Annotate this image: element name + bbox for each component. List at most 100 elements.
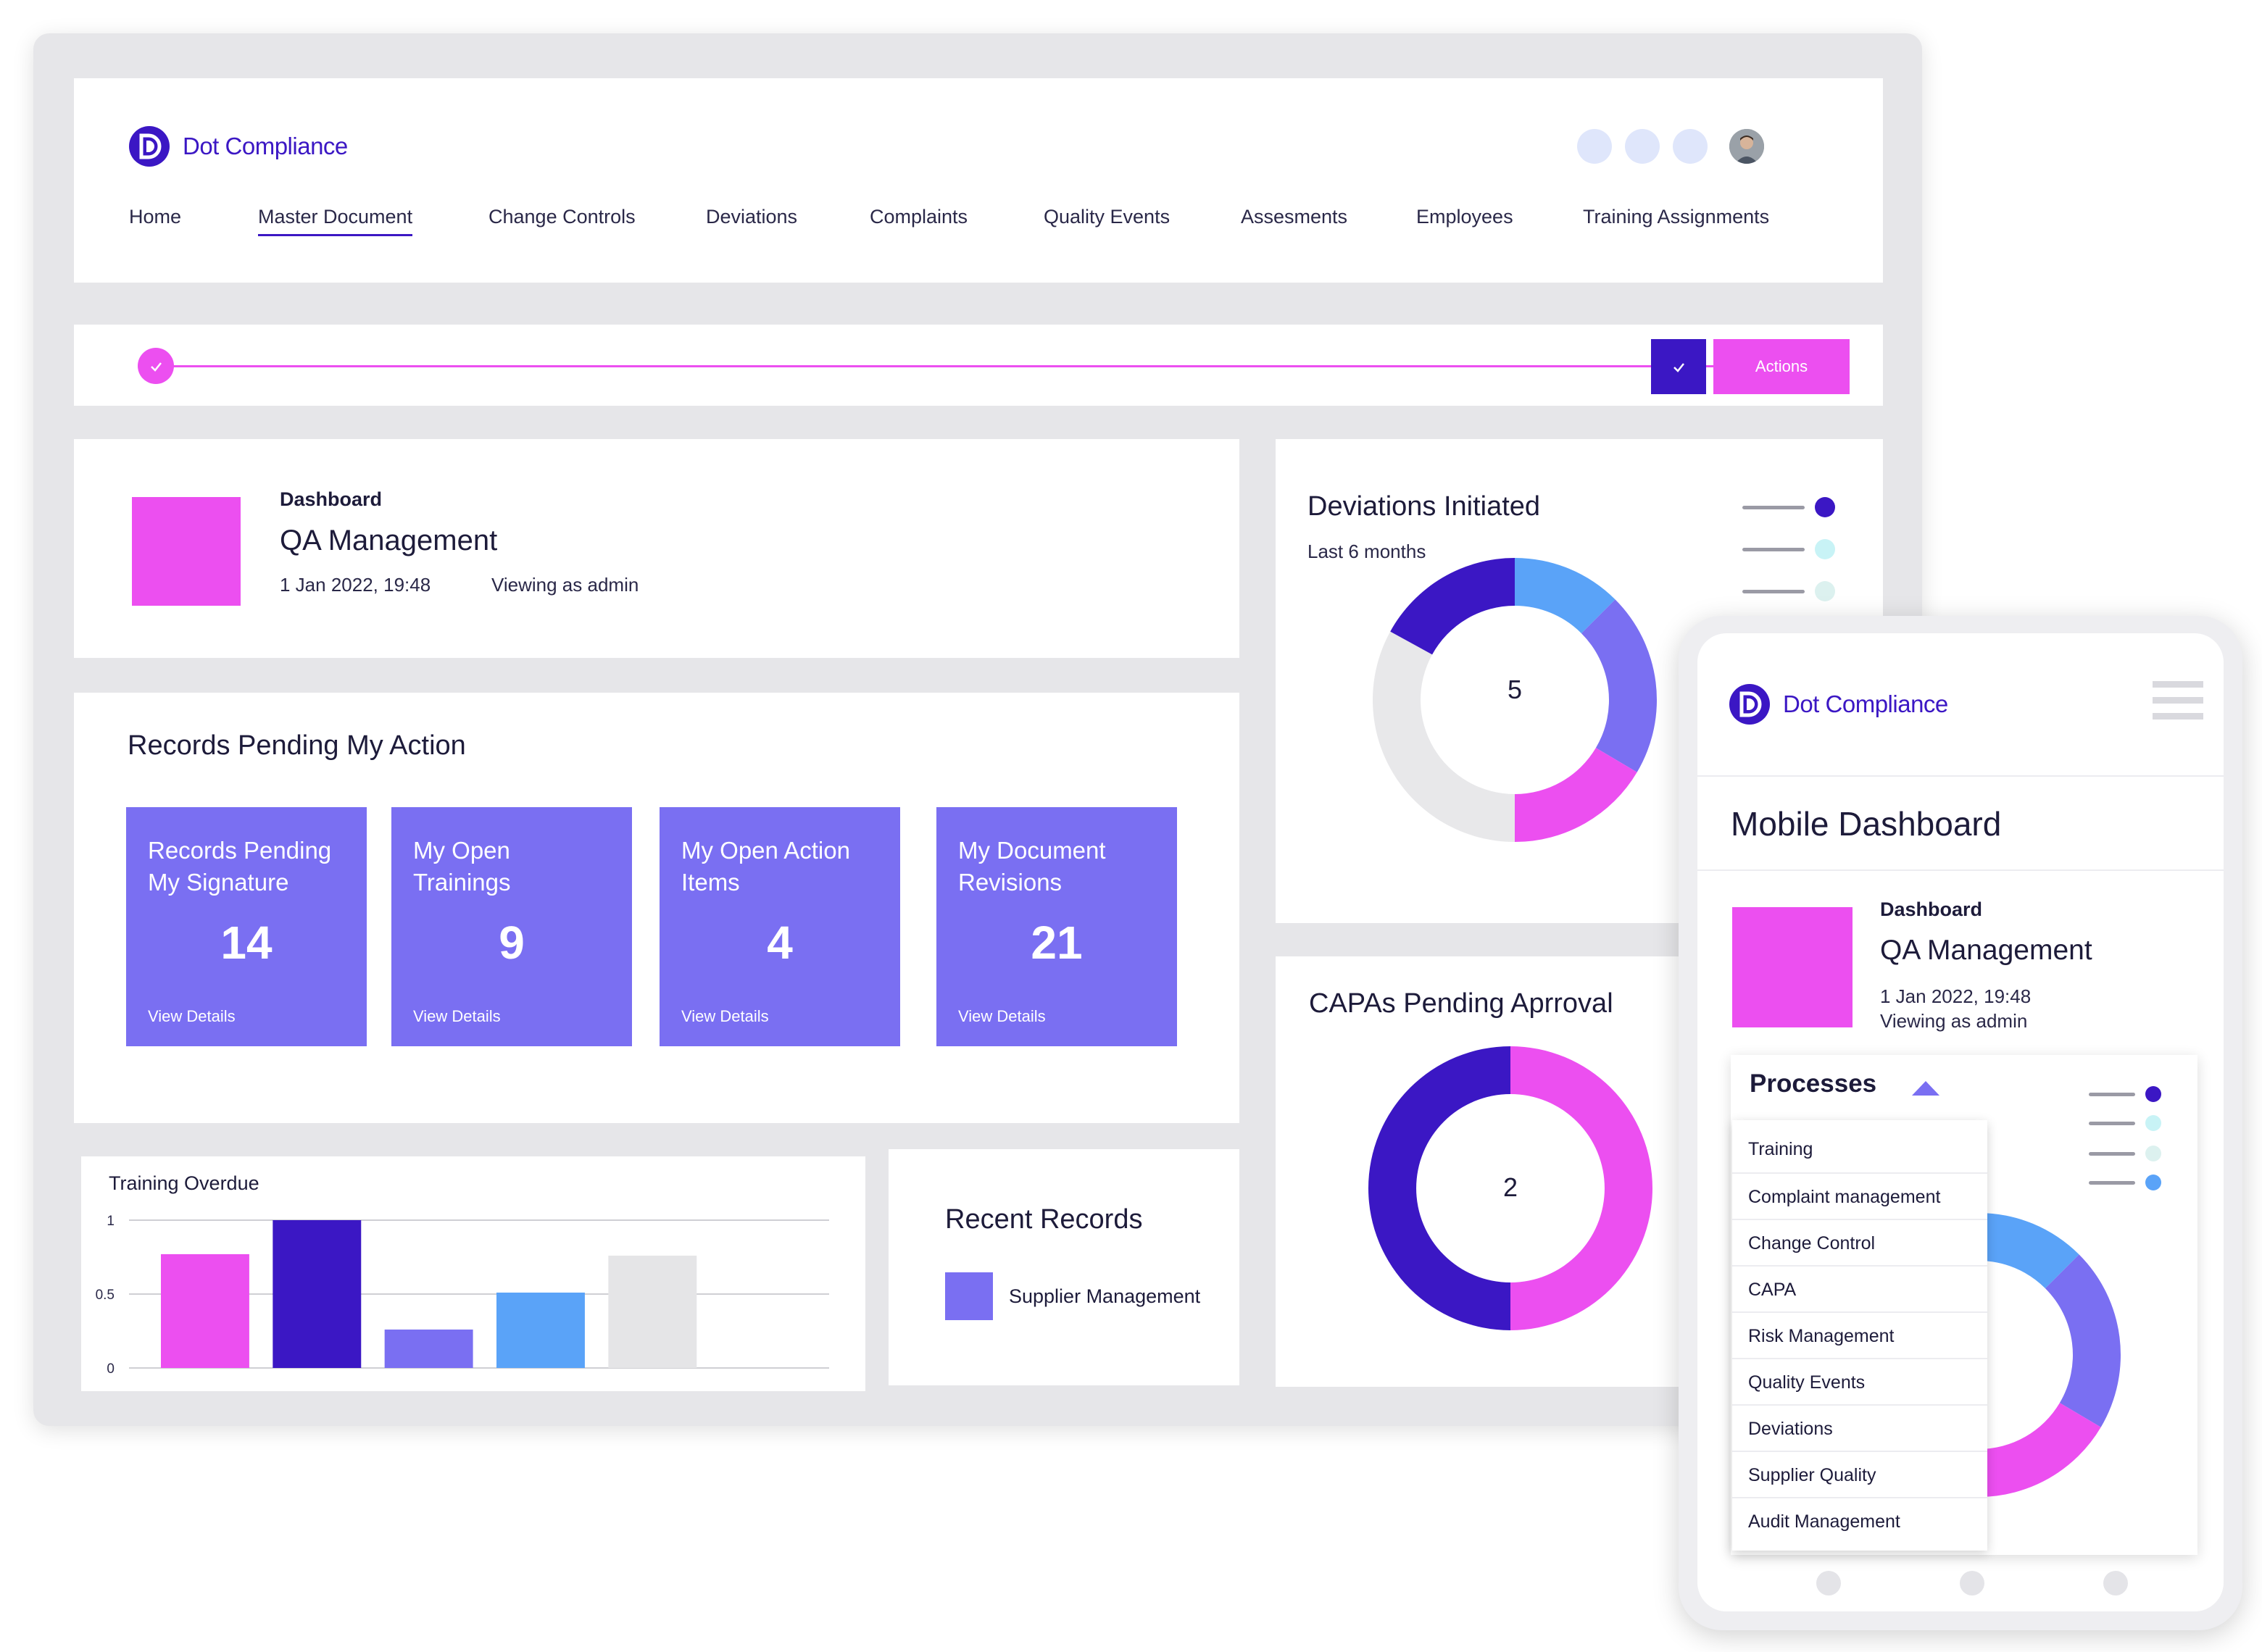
view-details-link[interactable]: View Details (148, 1007, 236, 1025)
nav-home[interactable]: Home (129, 206, 182, 228)
tile-pending-signature[interactable]: Records Pending My Signature 14 View Deta… (126, 807, 367, 1046)
menu-item-complaint-management[interactable]: Complaint management (1732, 1172, 1987, 1219)
deviations-subtitle: Last 6 months (1307, 541, 1426, 562)
menu-item-audit-management[interactable]: Audit Management (1732, 1497, 1987, 1543)
legend-dot (2145, 1086, 2161, 1102)
mobile-nav-dot-1[interactable] (1816, 1571, 1841, 1595)
bar (161, 1253, 249, 1368)
tile-title-line1: My Open (413, 837, 510, 864)
mobile-viewing-as: Viewing as admin (1880, 1010, 2028, 1032)
nav-change-controls[interactable]: Change Controls (488, 206, 636, 228)
dashboard-header-card: Dashboard QA Management 1 Jan 2022, 19:4… (74, 439, 1239, 658)
header-action-2[interactable] (1625, 129, 1660, 164)
bar (273, 1220, 362, 1368)
mobile-brand-logo[interactable]: Dot Compliance (1728, 683, 1948, 726)
tile-title-line2: My Signature (148, 869, 289, 896)
brand-name: Dot Compliance (1783, 691, 1948, 717)
nav-complaints[interactable]: Complaints (870, 206, 968, 228)
tile-document-revisions[interactable]: My Document Revisions 21 View Details (936, 807, 1177, 1046)
legend-line (2089, 1093, 2135, 1096)
tile-title-line1: My Document (958, 837, 1106, 864)
dashboard-datetime: 1 Jan 2022, 19:48 (280, 574, 431, 596)
training-overdue-panel: Training Overdue 1 0.5 0 (81, 1156, 865, 1391)
menu-item-supplier-quality[interactable]: Supplier Quality (1732, 1451, 1987, 1497)
mobile-divider (1697, 869, 2224, 871)
menu-item-quality-events[interactable]: Quality Events (1732, 1358, 1987, 1404)
mobile-card-title: QA Management (1880, 935, 2092, 966)
donut-slice (1390, 558, 1515, 655)
avatar-icon (1729, 129, 1764, 164)
legend-dot (1815, 539, 1835, 559)
nav-assesments[interactable]: Assesments (1241, 206, 1348, 228)
donut-slice (1979, 1213, 2079, 1289)
recent-record-item[interactable]: Supplier Management (945, 1272, 1200, 1320)
donut-slice (1515, 558, 1616, 634)
dot-compliance-logo-icon (129, 126, 170, 167)
check-icon (151, 362, 162, 372)
view-details-link[interactable]: View Details (681, 1007, 769, 1025)
tile-count: 9 (499, 917, 525, 969)
tile-open-trainings[interactable]: My Open Trainings 9 View Details (391, 807, 632, 1046)
training-overdue-chart: 10.50 (96, 1214, 829, 1377)
processes-dropdown-label[interactable]: Processes (1750, 1069, 1877, 1098)
page-title: QA Management (280, 525, 498, 556)
legend-line (1742, 590, 1805, 593)
tile-title-line1: My Open Action (681, 837, 850, 864)
menu-item-change-control[interactable]: Change Control (1732, 1219, 1987, 1265)
view-details-link[interactable]: View Details (958, 1007, 1046, 1025)
actions-button[interactable]: Actions (1713, 339, 1850, 394)
capas-donut-chart (1368, 1046, 1652, 1330)
deviations-center-value: 5 (1507, 675, 1523, 704)
legend-line (2089, 1122, 2135, 1125)
donut-slice (1368, 1046, 1510, 1330)
menu-item-risk-management[interactable]: Risk Management (1732, 1311, 1987, 1358)
header-action-1[interactable] (1577, 129, 1612, 164)
legend-dot (2145, 1146, 2161, 1161)
tile-count: 4 (767, 917, 793, 969)
mobile-nav-dot-2[interactable] (1960, 1571, 1984, 1595)
mobile-nav-dot-3[interactable] (2103, 1571, 2128, 1595)
nav-training-assignments[interactable]: Training Assignments (1583, 206, 1770, 228)
nav-deviations[interactable]: Deviations (706, 206, 798, 228)
nav-quality-events[interactable]: Quality Events (1044, 206, 1170, 228)
legend-dot (1815, 581, 1835, 601)
mobile-dashboard-label: Dashboard (1880, 898, 1983, 920)
y-tick-label: 0.5 (96, 1288, 115, 1303)
legend-line (1742, 548, 1805, 551)
progress-end-step[interactable] (1651, 339, 1706, 394)
tile-open-action-items[interactable]: My Open Action Items 4 View Details (660, 807, 900, 1046)
viewing-as: Viewing as admin (491, 574, 639, 596)
menu-item-training[interactable]: Training (1748, 1139, 1813, 1159)
bar (496, 1292, 585, 1368)
brand-logo[interactable]: Dot Compliance (128, 125, 348, 168)
legend-line (2089, 1152, 2135, 1156)
nav-employees[interactable]: Employees (1416, 206, 1513, 228)
mobile-datetime: 1 Jan 2022, 19:48 (1880, 985, 2032, 1007)
view-details-link[interactable]: View Details (413, 1007, 501, 1025)
mobile-divider (1697, 775, 2224, 777)
legend-dot (1815, 497, 1835, 517)
dashboard-thumbnail (132, 497, 241, 606)
deviations-title: Deviations Initiated (1307, 491, 1541, 522)
dot-compliance-logo-icon (1729, 684, 1770, 725)
progress-line (154, 365, 1726, 367)
user-avatar[interactable] (1729, 129, 1764, 164)
bar (608, 1255, 697, 1368)
menu-item-capa[interactable]: CAPA (1732, 1265, 1987, 1311)
progress-start-step[interactable] (138, 348, 174, 384)
menu-item-deviations[interactable]: Deviations (1732, 1404, 1987, 1451)
mobile-dashboard-thumbnail (1732, 907, 1853, 1027)
chevron-up-icon[interactable] (1910, 1080, 1941, 1097)
nav-master-document[interactable]: Master Document (258, 206, 413, 236)
header-action-3[interactable] (1673, 129, 1708, 164)
dashboard-label: Dashboard (280, 488, 383, 510)
hamburger-menu-icon[interactable] (2153, 681, 2203, 722)
brand-name: Dot Compliance (183, 133, 348, 159)
top-header: Dot Compliance (74, 78, 1883, 283)
donut-slice (1979, 1403, 2101, 1497)
y-tick-label: 1 (107, 1214, 115, 1229)
record-label: Supplier Management (1009, 1285, 1201, 1307)
records-pending-title: Records Pending My Action (128, 730, 466, 761)
mobile-page-title: Mobile Dashboard (1731, 805, 2002, 843)
recent-records-title: Recent Records (945, 1204, 1143, 1235)
